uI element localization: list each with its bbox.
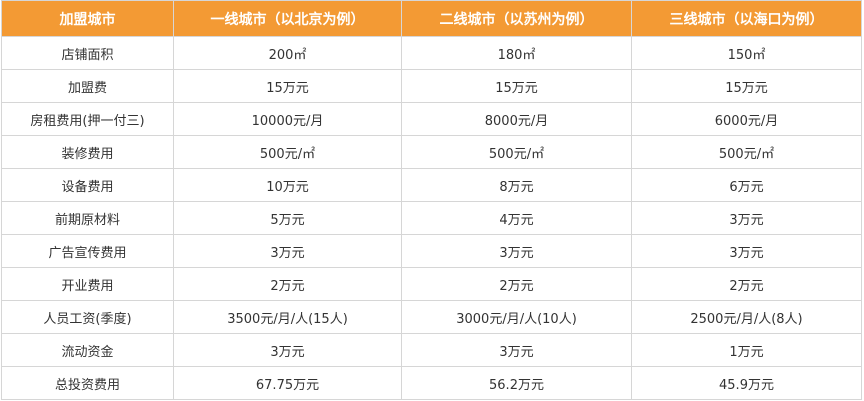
table-row: 开业费用 2万元 2万元 2万元 xyxy=(1,267,862,301)
table-cell: 3万元 xyxy=(401,234,632,268)
row-label: 流动资金 xyxy=(1,333,174,367)
header-cell: 三线城市（以海口为例） xyxy=(631,0,862,37)
row-label: 店铺面积 xyxy=(1,36,174,70)
table-row: 流动资金 3万元 3万元 1万元 xyxy=(1,333,862,367)
table-row: 加盟费 15万元 15万元 15万元 xyxy=(1,69,862,103)
table-cell: 15万元 xyxy=(173,69,402,103)
row-label: 广告宣传费用 xyxy=(1,234,174,268)
table-cell: 200㎡ xyxy=(173,36,402,70)
table-cell: 3万元 xyxy=(631,234,862,268)
table-cell: 3500元/月/人(15人) xyxy=(173,300,402,334)
table-cell: 2500元/月/人(8人) xyxy=(631,300,862,334)
table-cell: 3万元 xyxy=(631,201,862,235)
row-label: 总投资费用 xyxy=(1,366,174,400)
table-cell: 150㎡ xyxy=(631,36,862,70)
table-cell: 5万元 xyxy=(173,201,402,235)
table-cell: 45.9万元 xyxy=(631,366,862,400)
table-cell: 180㎡ xyxy=(401,36,632,70)
table-row: 装修费用 500元/㎡ 500元/㎡ 500元/㎡ xyxy=(1,135,862,169)
table-row: 广告宣传费用 3万元 3万元 3万元 xyxy=(1,234,862,268)
row-label: 加盟费 xyxy=(1,69,174,103)
row-label: 装修费用 xyxy=(1,135,174,169)
table-cell: 56.2万元 xyxy=(401,366,632,400)
table-cell: 3万元 xyxy=(401,333,632,367)
table-cell: 2万元 xyxy=(631,267,862,301)
table-row: 设备费用 10万元 8万元 6万元 xyxy=(1,168,862,202)
table-cell: 6000元/月 xyxy=(631,102,862,136)
row-label: 设备费用 xyxy=(1,168,174,202)
table-cell: 500元/㎡ xyxy=(401,135,632,169)
table-cell: 8万元 xyxy=(401,168,632,202)
table-cell: 500元/㎡ xyxy=(173,135,402,169)
table-cell: 500元/㎡ xyxy=(631,135,862,169)
table-cell: 15万元 xyxy=(401,69,632,103)
row-label: 前期原材料 xyxy=(1,201,174,235)
table-row: 房租费用(押一付三) 10000元/月 8000元/月 6000元/月 xyxy=(1,102,862,136)
row-label: 开业费用 xyxy=(1,267,174,301)
table-row: 店铺面积 200㎡ 180㎡ 150㎡ xyxy=(1,36,862,70)
table-cell: 3万元 xyxy=(173,333,402,367)
table-row: 总投资费用 67.75万元 56.2万元 45.9万元 xyxy=(1,366,862,400)
row-label: 人员工资(季度) xyxy=(1,300,174,334)
header-cell: 二线城市（以苏州为例） xyxy=(401,0,632,37)
table-cell: 3万元 xyxy=(173,234,402,268)
table-cell: 10万元 xyxy=(173,168,402,202)
table-cell: 67.75万元 xyxy=(173,366,402,400)
table-cell: 4万元 xyxy=(401,201,632,235)
table-cell: 3000元/月/人(10人) xyxy=(401,300,632,334)
table-body: 店铺面积 200㎡ 180㎡ 150㎡ 加盟费 15万元 15万元 15万元 房租费用(押一付三… xyxy=(1,36,862,400)
table-cell: 10000元/月 xyxy=(173,102,402,136)
table-cell: 6万元 xyxy=(631,168,862,202)
table-cell: 15万元 xyxy=(631,69,862,103)
row-label: 房租费用(押一付三) xyxy=(1,102,174,136)
header-row: 加盟城市 一线城市（以北京为例） 二线城市（以苏州为例） 三线城市（以海口为例） xyxy=(1,0,862,37)
table-cell: 8000元/月 xyxy=(401,102,632,136)
table-cell: 1万元 xyxy=(631,333,862,367)
table-row: 前期原材料 5万元 4万元 3万元 xyxy=(1,201,862,235)
table-cell: 2万元 xyxy=(401,267,632,301)
header-cell: 一线城市（以北京为例） xyxy=(173,0,402,37)
table-cell: 2万元 xyxy=(173,267,402,301)
table-row: 人员工资(季度) 3500元/月/人(15人) 3000元/月/人(10人) 2500… xyxy=(1,300,862,334)
header-cell: 加盟城市 xyxy=(1,0,174,37)
